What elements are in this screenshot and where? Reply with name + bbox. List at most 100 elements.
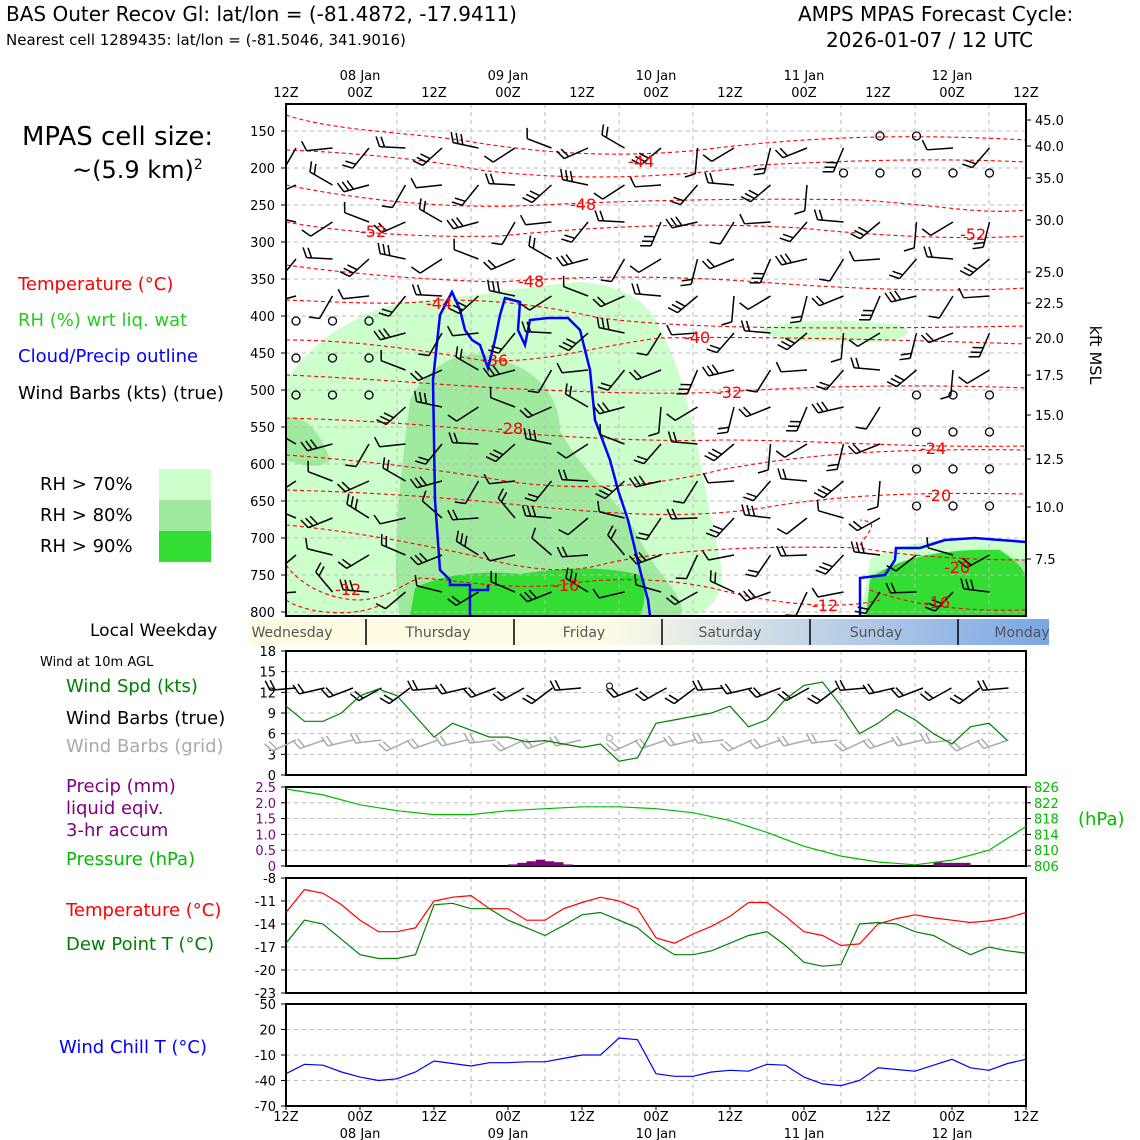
barb-feather — [601, 124, 605, 136]
barb-staff — [525, 221, 552, 226]
wind-barb — [648, 406, 662, 437]
wind-barb-10m-true — [664, 687, 696, 705]
barb-feather — [817, 488, 828, 496]
barb-feather — [387, 244, 391, 256]
barb-feather — [741, 504, 746, 516]
barb-feather — [850, 232, 861, 240]
barb-feather — [526, 321, 532, 333]
wind-barb — [345, 443, 370, 468]
wind-barb — [775, 443, 808, 459]
wind-barb — [886, 554, 917, 572]
barb-feather — [524, 407, 533, 417]
top-date-label: 09 Jan — [488, 69, 529, 84]
barb-feather — [667, 431, 673, 442]
barb-feather — [789, 320, 801, 324]
calm-wind-marker — [364, 316, 374, 326]
barb-feather — [976, 739, 985, 749]
wind-barb — [743, 480, 772, 502]
barb-feather — [468, 687, 477, 697]
barb-feather — [485, 455, 497, 463]
barb-feather — [782, 233, 794, 239]
top-hour-label: 00Z — [791, 86, 817, 101]
barb-feather — [526, 127, 528, 139]
barb-feather — [569, 570, 573, 582]
wind-barb — [377, 242, 406, 260]
barb-feather — [701, 366, 710, 377]
wind-barb — [794, 184, 808, 215]
barb-staff — [456, 406, 479, 422]
barb-feather — [666, 324, 673, 336]
barb-feather — [606, 318, 610, 330]
barb-feather — [610, 687, 619, 697]
barb-feather — [297, 738, 306, 748]
temperature-contour — [286, 299, 1026, 329]
rh-level-80-label: RH > 80% — [40, 505, 133, 526]
wind-barb — [775, 545, 808, 557]
wind-barb — [779, 221, 808, 243]
barb-feather — [676, 392, 688, 395]
barb-feather — [483, 155, 494, 163]
barb-feather — [347, 264, 358, 271]
wind-barb — [704, 172, 735, 186]
barb-staff — [966, 369, 990, 385]
top-hour-label: 12Z — [273, 86, 299, 101]
barb-feather — [487, 366, 496, 376]
barb-feather — [302, 247, 308, 258]
barb-feather — [634, 739, 643, 749]
wind-barb — [666, 406, 698, 422]
barb-feather — [639, 738, 648, 748]
pressure-tick-label: 400 — [250, 310, 275, 325]
calm-wind-marker — [911, 427, 922, 437]
precip-label-1: Precip (mm) — [66, 776, 176, 797]
barb-staff — [818, 510, 844, 519]
barb-staff — [799, 295, 808, 322]
legend-rh: RH (%) wrt liq. wat — [18, 310, 188, 331]
calm-wind-marker — [327, 316, 338, 326]
wind-barb — [634, 574, 662, 593]
wind-barb — [559, 168, 589, 186]
wind-barb — [811, 587, 844, 598]
wind-barb — [409, 476, 443, 489]
barb-feather — [597, 403, 605, 413]
barb-feather — [965, 159, 976, 165]
barb-feather — [738, 592, 747, 602]
barb-feather — [696, 732, 704, 743]
wind-barb — [415, 443, 443, 465]
calm-wind-marker — [984, 427, 995, 437]
barb-feather — [533, 429, 537, 441]
barb-feather — [556, 150, 565, 160]
barb-staff — [842, 739, 867, 752]
barb-feather — [822, 562, 833, 568]
temperature-contour — [286, 599, 381, 614]
barb-feather — [339, 579, 344, 590]
barb-feather — [380, 349, 382, 361]
panel-tick-label: 0.5 — [255, 844, 276, 859]
barb-feather — [320, 736, 329, 747]
barb-feather — [826, 161, 838, 164]
barb-feather — [743, 590, 752, 600]
panel-tick-label: -40 — [255, 1075, 276, 1090]
barb-staff — [971, 147, 991, 169]
precip-bar — [517, 862, 527, 866]
wind-barb — [449, 295, 480, 315]
barb-feather — [680, 283, 692, 287]
barb-feather — [592, 298, 602, 308]
barb-feather — [702, 550, 710, 561]
barb-staff — [854, 258, 881, 262]
calm-wind-marker — [327, 390, 338, 400]
wind-barb — [342, 147, 370, 169]
wind-barb — [741, 504, 771, 519]
bottom-hour-label: 00Z — [791, 1110, 817, 1125]
wind-barb — [410, 177, 443, 189]
barb-feather — [301, 229, 312, 237]
barb-feather — [519, 214, 527, 226]
barb-feather — [895, 735, 904, 746]
wind-barb — [709, 221, 735, 245]
barb-feather — [628, 477, 637, 488]
barb-feather — [557, 469, 563, 480]
wind-barb — [706, 332, 735, 354]
barb-feather — [811, 403, 819, 414]
weekday-label: Thursday — [404, 625, 470, 641]
barb-feather — [779, 147, 789, 157]
temp-label: -20 — [944, 558, 970, 577]
